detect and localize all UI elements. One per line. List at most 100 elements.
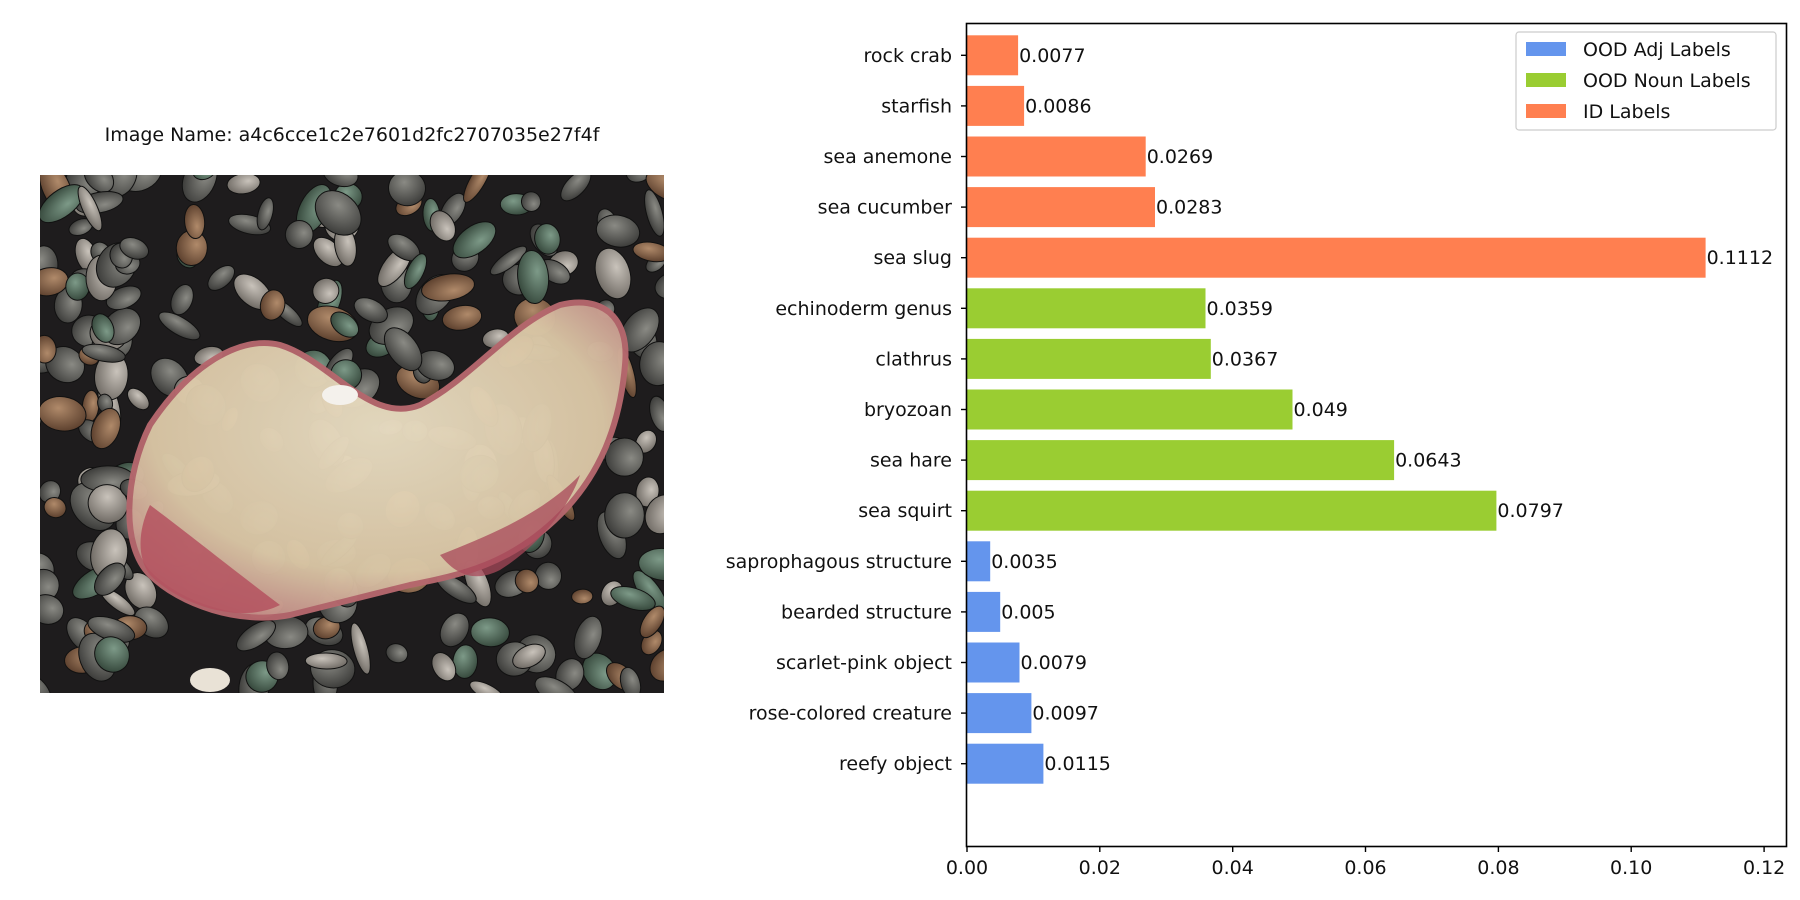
y-tick-label: clathrus bbox=[875, 348, 952, 370]
pebble bbox=[236, 619, 276, 652]
bar-clathrus bbox=[967, 338, 1211, 379]
bar-starfish bbox=[967, 85, 1025, 126]
pebble bbox=[595, 214, 641, 248]
value-label: 0.0643 bbox=[1395, 450, 1461, 472]
pebble bbox=[639, 341, 664, 387]
bar-echinoderm-genus bbox=[967, 288, 1206, 329]
pebble bbox=[91, 313, 115, 343]
pebble bbox=[284, 220, 314, 249]
pebble bbox=[256, 197, 274, 231]
pebble bbox=[388, 175, 426, 207]
y-tick-label: rock crab bbox=[864, 45, 952, 67]
y-tick-label: sea cucumber bbox=[818, 197, 953, 219]
pebble bbox=[226, 175, 261, 195]
value-label: 0.0283 bbox=[1156, 197, 1222, 219]
legend-item-adj: OOD Adj Labels bbox=[1526, 39, 1731, 61]
value-label: 0.0115 bbox=[1044, 753, 1110, 775]
bar-bryozoan bbox=[967, 389, 1293, 430]
pebble bbox=[259, 289, 286, 321]
y-tick-label: starfish bbox=[881, 95, 952, 117]
pebble bbox=[594, 247, 632, 300]
value-label: 0.049 bbox=[1294, 399, 1348, 421]
pebble bbox=[158, 311, 201, 341]
pebble bbox=[638, 547, 664, 582]
sample-photo bbox=[40, 175, 664, 693]
y-tick-label: rose-colored creature bbox=[749, 703, 952, 725]
pebble bbox=[207, 264, 236, 291]
pebble bbox=[654, 272, 664, 300]
pebble bbox=[40, 334, 57, 364]
pebble bbox=[184, 203, 206, 240]
value-label: 0.0086 bbox=[1025, 95, 1091, 117]
pebble bbox=[649, 648, 664, 682]
pebble bbox=[314, 190, 362, 236]
legend: OOD Adj Labels OOD Noun Labels ID Labels bbox=[1515, 31, 1777, 131]
legend-item-noun: OOD Noun Labels bbox=[1526, 70, 1751, 92]
value-label: 0.0367 bbox=[1212, 348, 1278, 370]
pebble bbox=[649, 395, 664, 432]
pebble bbox=[192, 175, 217, 181]
pebble bbox=[126, 387, 150, 411]
pebble bbox=[639, 605, 664, 639]
bar-sea-cucumber bbox=[967, 187, 1155, 228]
bar-sea-anemone bbox=[967, 136, 1146, 177]
pebble bbox=[619, 666, 642, 693]
legend-swatch-adj bbox=[1526, 42, 1566, 56]
pebble bbox=[385, 643, 409, 664]
pebble bbox=[644, 494, 664, 535]
y-tick-labels-layer: reefy object rose-colored creature scarlet… bbox=[726, 45, 967, 775]
bar-rock-crab bbox=[967, 35, 1019, 76]
pebble bbox=[604, 492, 645, 539]
y-tick-label: reefy object bbox=[839, 753, 952, 775]
bar-saprophagous-structure bbox=[967, 541, 991, 582]
value-label: 0.005 bbox=[1001, 601, 1055, 623]
pebble bbox=[512, 643, 546, 669]
y-tick-label: sea slug bbox=[873, 247, 952, 269]
y-tick-label: scarlet-pink object bbox=[776, 652, 952, 674]
image-title: Image Name: a4c6cce1c2e7601d2fc2707035e2… bbox=[104, 124, 600, 146]
bar-bearded-structure bbox=[967, 591, 1001, 632]
pebble bbox=[170, 284, 194, 316]
y-tick-label: sea anemone bbox=[823, 146, 952, 168]
pebble bbox=[514, 568, 540, 594]
pebble bbox=[87, 484, 129, 524]
pebble bbox=[312, 277, 340, 304]
pebble bbox=[429, 210, 456, 242]
y-tick-label: saprophagous structure bbox=[726, 551, 952, 573]
pebble bbox=[403, 253, 428, 290]
legend-swatch-noun bbox=[1526, 73, 1566, 87]
legend-item-id: ID Labels bbox=[1526, 101, 1670, 123]
pebble bbox=[350, 622, 371, 675]
pebble bbox=[560, 175, 592, 202]
y-tick-label: sea squirt bbox=[858, 500, 952, 522]
value-label: 0.0797 bbox=[1497, 500, 1563, 522]
plot-frame bbox=[965, 22, 1788, 848]
legend-frame bbox=[1515, 31, 1777, 131]
pebble bbox=[463, 175, 493, 203]
pebble bbox=[441, 304, 483, 331]
pebble bbox=[383, 327, 423, 372]
pebble bbox=[40, 396, 87, 432]
value-label: 0.1112 bbox=[1707, 247, 1773, 269]
pebble bbox=[105, 285, 142, 311]
pebble bbox=[421, 273, 475, 302]
value-labels-layer: 0.0115 0.0097 0.0079 0.005 0.0035 0.0797 0.064… bbox=[991, 45, 1773, 775]
x-tick-label: 0.04 bbox=[1212, 857, 1254, 879]
y-tick-label: bryozoan bbox=[864, 399, 952, 421]
pebble bbox=[266, 651, 290, 681]
pebble bbox=[77, 185, 103, 232]
pebble bbox=[304, 652, 348, 670]
pebble bbox=[573, 615, 603, 660]
value-label: 0.0079 bbox=[1021, 652, 1087, 674]
pebble bbox=[644, 189, 664, 237]
legend-label-noun: OOD Noun Labels bbox=[1583, 70, 1751, 92]
pebble bbox=[81, 343, 126, 363]
pebble bbox=[517, 249, 550, 305]
bar-sea-squirt bbox=[967, 490, 1497, 531]
pebble bbox=[83, 175, 115, 193]
value-label: 0.0269 bbox=[1147, 146, 1213, 168]
pebble bbox=[489, 245, 527, 276]
pebble bbox=[534, 676, 579, 693]
pebble bbox=[119, 237, 150, 260]
